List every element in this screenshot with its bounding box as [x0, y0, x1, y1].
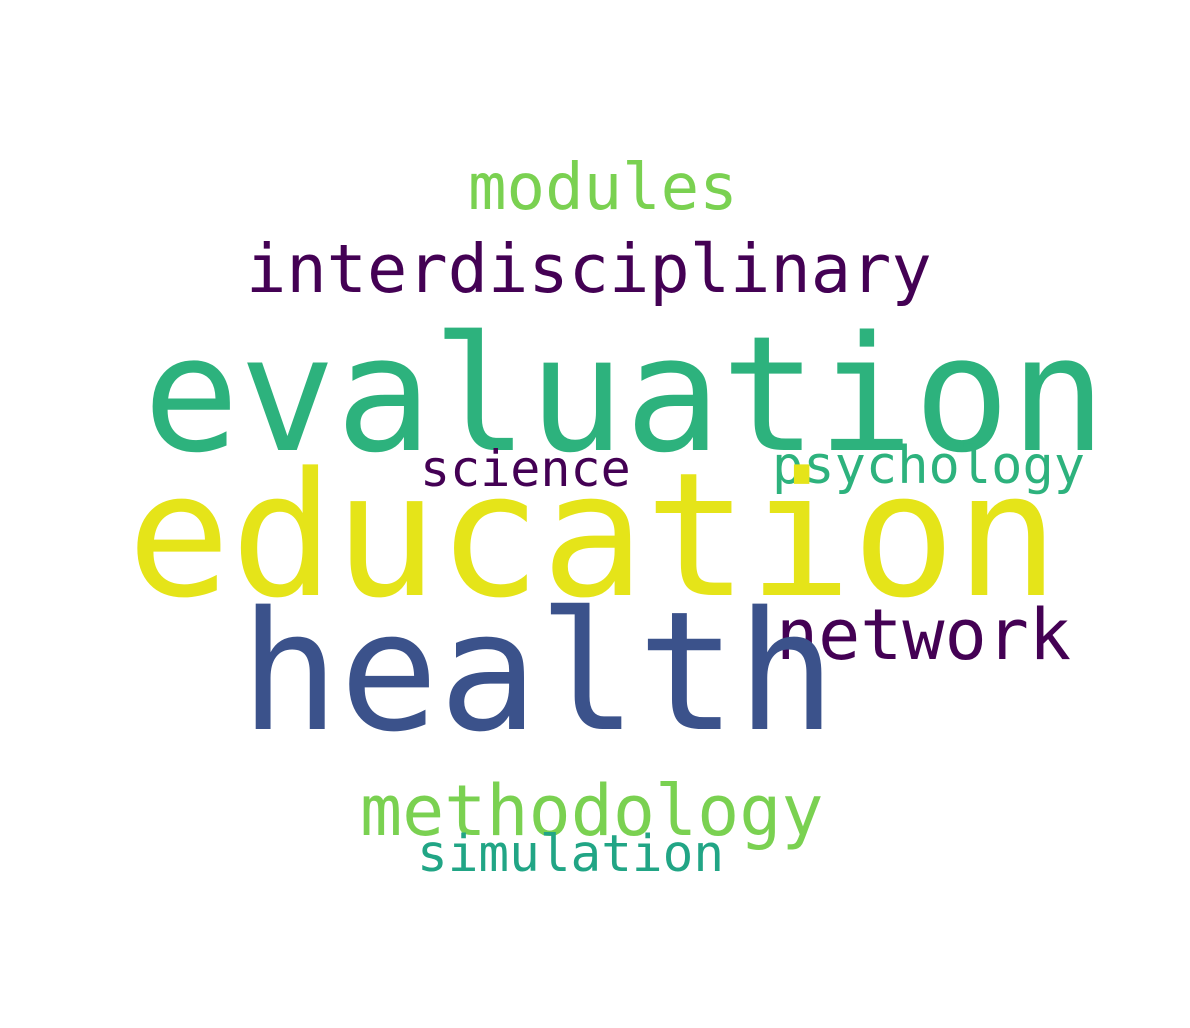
- word-interdisciplinary: interdisciplinary: [246, 230, 932, 308]
- word-simulation: simulation: [417, 825, 725, 884]
- word-health: health: [240, 576, 837, 768]
- word-education: education: [127, 435, 1059, 636]
- word-modules: modules: [468, 151, 738, 225]
- word-psychology: psychology: [772, 436, 1086, 496]
- word-evaluation: evaluation: [143, 301, 1107, 488]
- word-science: science: [420, 440, 631, 498]
- word-methodology: methodology: [360, 770, 824, 852]
- word-network: network: [776, 594, 1072, 676]
